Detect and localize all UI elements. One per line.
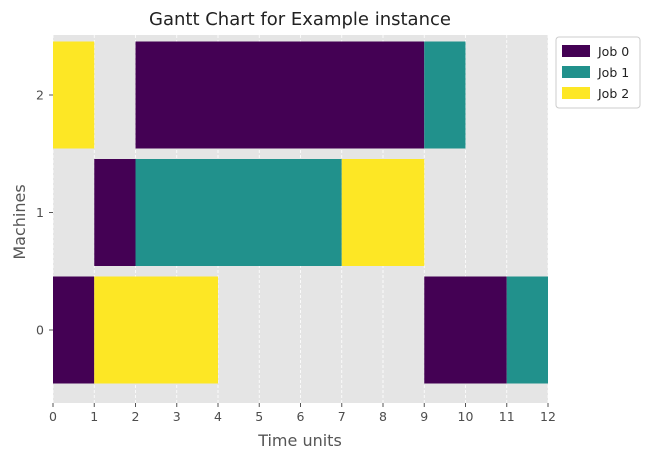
chart-title: Gantt Chart for Example instance bbox=[149, 9, 451, 30]
legend-label-job-0: Job 0 bbox=[597, 44, 629, 59]
y-tick-label: 0 bbox=[36, 323, 44, 338]
y-axis-ticks: 0 1 2 bbox=[36, 88, 53, 338]
x-tick-label: 8 bbox=[379, 409, 387, 424]
x-axis-ticks: 0 1 2 3 4 5 6 7 8 9 10 11 12 bbox=[49, 403, 556, 424]
y-axis-label: Machines bbox=[10, 184, 29, 259]
y-tick-label: 2 bbox=[36, 88, 44, 103]
x-tick-label: 2 bbox=[132, 409, 140, 424]
task-bar-job-1-m0 bbox=[506, 276, 548, 384]
legend-swatch-job-1 bbox=[562, 66, 590, 78]
x-tick-label: 10 bbox=[458, 409, 474, 424]
x-tick-label: 12 bbox=[540, 409, 556, 424]
y-tick-label: 1 bbox=[36, 205, 44, 220]
x-tick-label: 6 bbox=[297, 409, 305, 424]
x-tick-label: 4 bbox=[214, 409, 222, 424]
task-bar-job-0-m0 bbox=[53, 276, 95, 384]
task-bar-job-2-m1 bbox=[341, 159, 425, 266]
legend-label-job-1: Job 1 bbox=[597, 65, 629, 80]
legend-swatch-job-0 bbox=[562, 45, 590, 57]
x-tick-label: 11 bbox=[499, 409, 515, 424]
legend-label-job-2: Job 2 bbox=[597, 86, 629, 101]
x-tick-label: 9 bbox=[420, 409, 428, 424]
task-bar-job-0-m0 bbox=[424, 276, 507, 384]
x-tick-label: 0 bbox=[49, 409, 57, 424]
task-bar-job-2-m2 bbox=[53, 41, 95, 149]
x-tick-label: 5 bbox=[255, 409, 263, 424]
task-bar-job-2-m0 bbox=[94, 276, 218, 384]
task-bar-job-0-m2 bbox=[135, 41, 425, 149]
x-axis-label: Time units bbox=[257, 431, 342, 450]
task-bar-job-1-m2 bbox=[424, 41, 466, 149]
legend-swatch-job-2 bbox=[562, 87, 590, 99]
x-tick-label: 1 bbox=[90, 409, 98, 424]
task-bar-job-1-m1 bbox=[135, 159, 342, 266]
legend: Job 0 Job 1 Job 2 bbox=[555, 36, 641, 109]
task-bars bbox=[53, 41, 548, 384]
x-tick-label: 7 bbox=[338, 409, 346, 424]
task-bar-job-0-m1 bbox=[94, 159, 136, 266]
x-tick-label: 3 bbox=[173, 409, 181, 424]
